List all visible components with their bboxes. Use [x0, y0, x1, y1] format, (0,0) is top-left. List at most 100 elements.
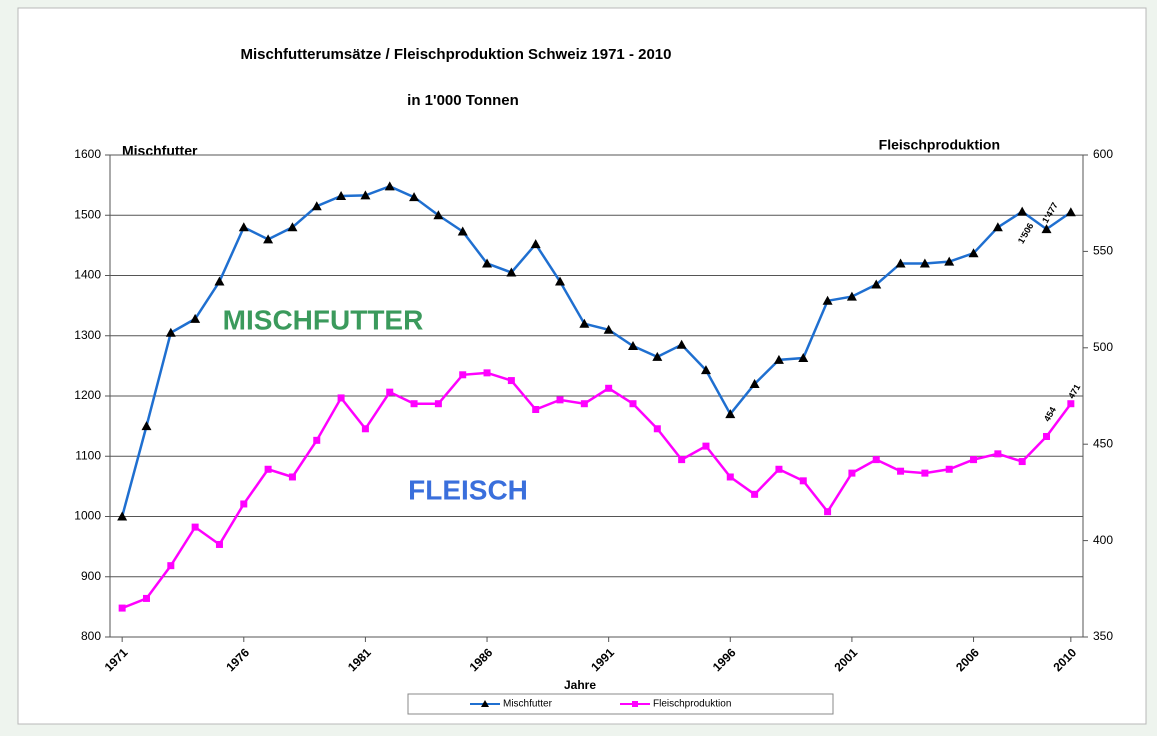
y-tick-label: 1300	[74, 328, 101, 342]
marker	[603, 324, 614, 334]
marker	[872, 456, 880, 464]
marker	[410, 400, 418, 408]
marker	[556, 396, 564, 404]
x-axis-label: Jahre	[564, 678, 596, 692]
y2-tick-label: 550	[1093, 244, 1113, 258]
marker	[434, 400, 442, 408]
marker	[749, 378, 760, 388]
marker	[191, 523, 199, 531]
y-tick-label: 1200	[74, 388, 101, 402]
marker	[118, 604, 126, 612]
marker	[409, 192, 420, 202]
legend-label: Mischfutter	[503, 699, 553, 710]
marker	[361, 425, 369, 433]
y-tick-label: 1600	[74, 147, 101, 161]
marker	[702, 442, 710, 450]
marker	[919, 258, 930, 268]
marker	[337, 394, 345, 402]
marker	[653, 425, 661, 433]
marker	[921, 469, 929, 477]
marker	[386, 388, 394, 396]
y-tick-label: 900	[81, 569, 101, 583]
marker	[165, 327, 176, 337]
y2-tick-label: 500	[1093, 340, 1113, 354]
marker	[799, 477, 807, 485]
marker	[944, 256, 955, 266]
marker	[676, 339, 687, 349]
marker	[751, 490, 759, 498]
marker	[336, 190, 347, 200]
marker	[117, 511, 128, 521]
y2-tick-label: 600	[1093, 147, 1113, 161]
legend-marker	[632, 701, 638, 707]
marker	[433, 210, 444, 220]
marker	[848, 469, 856, 477]
series-line	[120, 184, 1072, 517]
y2-tick-label: 450	[1093, 436, 1113, 450]
marker	[215, 540, 223, 548]
y-axis-label: Mischfutter	[122, 143, 198, 159]
marker	[530, 239, 541, 249]
y-tick-label: 800	[81, 629, 101, 643]
chart-subtitle: in 1'000 Tonnen	[407, 92, 519, 109]
chart-panel	[17, 7, 1147, 725]
marker	[970, 456, 978, 464]
annotation: FLEISCH	[408, 474, 528, 505]
marker	[1043, 432, 1051, 440]
marker	[532, 405, 540, 413]
marker	[994, 450, 1002, 458]
marker	[240, 500, 248, 508]
marker	[968, 248, 979, 258]
marker	[1065, 207, 1076, 217]
marker	[725, 409, 736, 419]
marker	[992, 222, 1003, 232]
marker	[459, 371, 467, 379]
marker	[238, 222, 249, 232]
marker	[264, 465, 272, 473]
y2-tick-label: 400	[1093, 533, 1113, 547]
marker	[1067, 400, 1075, 408]
marker	[726, 473, 734, 481]
marker	[1018, 458, 1026, 466]
marker	[579, 318, 590, 328]
y-tick-label: 1000	[74, 509, 101, 523]
marker	[1017, 206, 1028, 216]
marker	[457, 226, 468, 236]
marker	[190, 313, 201, 323]
marker	[700, 365, 711, 375]
marker	[311, 201, 322, 211]
marker	[629, 400, 637, 408]
legend-marker	[481, 700, 489, 707]
marker	[287, 222, 298, 232]
marker	[652, 351, 663, 361]
marker	[288, 473, 296, 481]
legend-label: Fleischproduktion	[653, 699, 731, 710]
marker	[895, 258, 906, 268]
marker	[605, 384, 613, 392]
marker	[678, 456, 686, 464]
marker	[384, 181, 395, 191]
marker	[945, 465, 953, 473]
marker	[483, 369, 491, 377]
marker	[822, 295, 833, 305]
marker	[360, 190, 371, 200]
marker	[773, 354, 784, 364]
marker	[824, 508, 832, 516]
marker	[798, 353, 809, 363]
marker	[1041, 224, 1052, 234]
marker	[775, 465, 783, 473]
marker	[141, 421, 152, 431]
series-line	[121, 371, 1072, 610]
y-tick-label: 1400	[74, 268, 101, 282]
marker	[580, 400, 588, 408]
marker	[871, 279, 882, 289]
marker	[846, 291, 857, 301]
marker	[167, 562, 175, 570]
chart-title: Mischfutterumsätze / Fleischproduktion S…	[241, 46, 672, 63]
marker	[507, 377, 515, 385]
marker	[506, 267, 517, 277]
y2-tick-label: 350	[1093, 629, 1113, 643]
y-tick-label: 1500	[74, 207, 101, 221]
marker	[214, 276, 225, 286]
marker	[482, 258, 493, 268]
